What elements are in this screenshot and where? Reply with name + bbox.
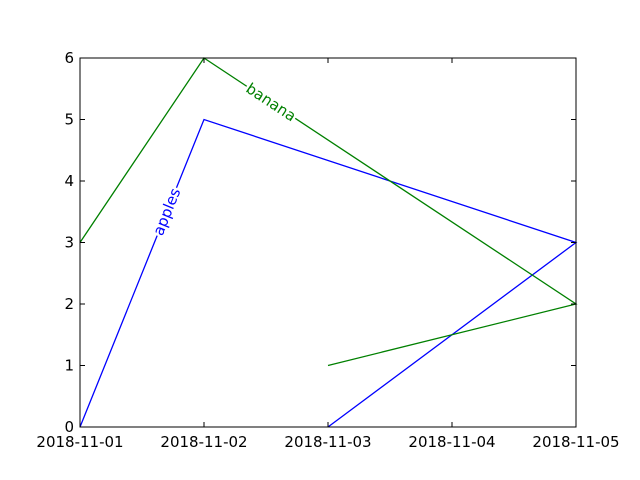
x-tick-label: 2018-11-03 <box>284 433 371 451</box>
y-tick-label: 2 <box>64 295 74 313</box>
x-tick-label: 2018-11-02 <box>160 433 247 451</box>
x-tick-label: 2018-11-05 <box>532 433 619 451</box>
series-label-banana: banana <box>243 79 300 125</box>
series-line-apples <box>79 118 578 428</box>
series-label-group-banana: banana <box>242 79 300 125</box>
series-label-apples: apples <box>149 185 184 238</box>
y-tick-label: 6 <box>64 49 74 67</box>
series-layer <box>79 57 578 428</box>
x-tick-label: 2018-11-01 <box>36 433 123 451</box>
x-tick-label: 2018-11-04 <box>408 433 495 451</box>
tick-layer: 2018-11-01 2018-11-02 2018-11-03 2018-11-04… <box>36 49 619 451</box>
y-tick-label: 1 <box>64 357 74 375</box>
series-line-banana <box>79 57 578 367</box>
y-tick-label: 3 <box>64 234 74 252</box>
series-label-group-apples: apples <box>149 185 184 239</box>
y-tick-label: 4 <box>64 172 74 190</box>
series-label-bg-apples <box>150 185 183 239</box>
series-label-bg-banana <box>242 80 300 125</box>
y-tick-label: 5 <box>64 111 74 129</box>
y-tick-label: 0 <box>64 418 74 436</box>
inline-label-layer: apples banana <box>149 79 300 239</box>
